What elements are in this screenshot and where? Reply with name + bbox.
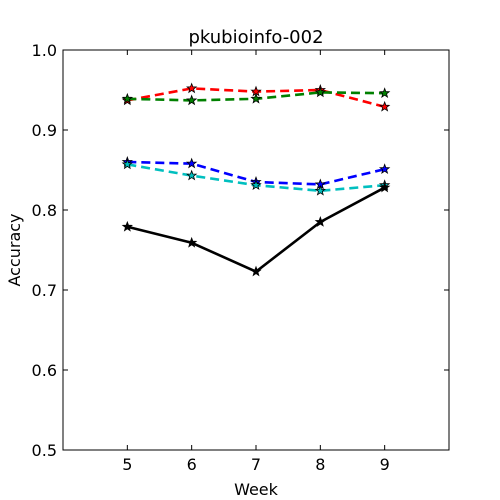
series-1-point [250, 92, 262, 104]
series-1-point [314, 86, 326, 98]
series-4-point [250, 265, 262, 277]
series-3-point [314, 184, 326, 196]
y-tick-label: 0.7 [32, 281, 57, 300]
series-0-point [379, 100, 391, 112]
series-3-point [121, 158, 133, 170]
series-1-point [186, 94, 198, 106]
x-tick-label: 8 [315, 455, 325, 474]
x-axis-ticks: 5 6 7 8 9 [122, 50, 390, 474]
x-tick-label: 7 [251, 455, 261, 474]
x-tick-label: 9 [380, 455, 390, 474]
series-4-point [121, 220, 133, 232]
y-tick-label: 0.5 [32, 441, 57, 460]
series-1-point [379, 87, 391, 99]
chart-title: pkubioinfo-002 [188, 27, 323, 48]
plot-area [62, 49, 450, 451]
x-axis-label: Week [234, 480, 279, 499]
series-2-point [379, 163, 391, 175]
y-tick-label: 0.9 [32, 121, 57, 140]
y-tick-label: 0.6 [32, 361, 57, 380]
series-2-point [186, 157, 198, 169]
series-0-point [186, 82, 198, 94]
y-axis-ticks: 0.5 0.6 0.7 0.8 0.9 1.0 [32, 41, 449, 460]
y-tick-label: 0.8 [32, 201, 57, 220]
x-tick-label: 6 [187, 455, 197, 474]
series-4-point [186, 236, 198, 248]
series-layer [121, 82, 391, 277]
series-4-point [379, 181, 391, 193]
series-4-point [314, 216, 326, 227]
x-tick-label: 5 [122, 455, 132, 474]
y-tick-label: 1.0 [32, 41, 57, 60]
series-3-point [186, 169, 198, 181]
series-3-point [250, 179, 262, 191]
y-axis-label: Accuracy [5, 213, 24, 286]
series-1-point [121, 92, 133, 104]
